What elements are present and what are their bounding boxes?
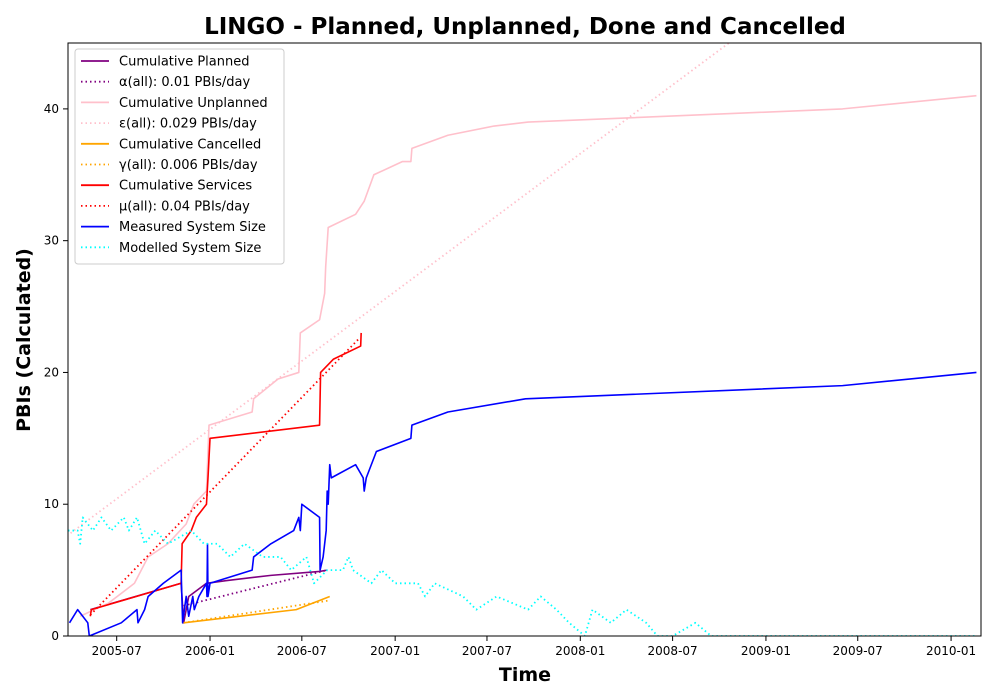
x-tick-label: 2009-01	[741, 644, 791, 658]
legend-label: γ(all): 0.006 PBIs/day	[119, 158, 258, 173]
x-axis-title: Time	[499, 664, 551, 686]
x-tick-label: 2007-07	[462, 644, 512, 658]
plot-frame	[67, 42, 982, 637]
x-axis: 2005-07 2006-01 2006-07 2007-01 2007-07 2008-…	[92, 636, 976, 658]
series-line-3	[70, 43, 730, 534]
x-tick-label: 2005-07	[92, 644, 142, 658]
x-tick-label: 2008-01	[555, 644, 605, 658]
y-tick-label: 10	[44, 497, 59, 511]
x-tick-label: 2006-07	[277, 644, 327, 658]
legend-label: Cumulative Services	[119, 179, 252, 194]
legend-label: μ(all): 0.04 PBIs/day	[119, 199, 250, 214]
y-tick-label: 40	[44, 102, 59, 116]
legend-box	[74, 48, 285, 265]
legend-label: Cumulative Unplanned	[119, 96, 268, 111]
chart-title: LINGO - Planned, Unplanned, Done and Can…	[204, 14, 846, 40]
plot-area	[67, 42, 982, 637]
series-line-2	[79, 94, 977, 617]
y-tick-label: 0	[51, 629, 59, 643]
series-line-4	[183, 595, 331, 624]
legend-label: ε(all): 0.029 PBIs/day	[119, 117, 257, 132]
x-tick-label: 2009-07	[833, 644, 883, 658]
y-tick-label: 30	[44, 234, 59, 248]
legend: Cumulative Planned α(all): 0.01 PBIs/day C…	[74, 48, 285, 265]
x-tick-label: 2006-01	[185, 644, 235, 658]
x-tick-label: 2007-01	[370, 644, 420, 658]
legend-label: Modelled System Size	[119, 241, 261, 256]
legend-label: Cumulative Planned	[119, 55, 249, 70]
x-tick-label: 2010-01	[926, 644, 976, 658]
y-axis-title: PBIs (Calculated)	[13, 248, 35, 432]
series-line-8	[68, 371, 977, 636]
series-line-9	[68, 516, 977, 636]
x-tick-label: 2008-07	[648, 644, 698, 658]
y-axis: 0 10 20 30 40	[44, 102, 68, 643]
legend-label: α(all): 0.01 PBIs/day	[119, 75, 250, 90]
y-tick-label: 20	[44, 365, 59, 379]
series-line-7	[89, 338, 359, 616]
legend-label: Measured System Size	[119, 220, 266, 235]
legend-label: Cumulative Cancelled	[119, 137, 261, 152]
